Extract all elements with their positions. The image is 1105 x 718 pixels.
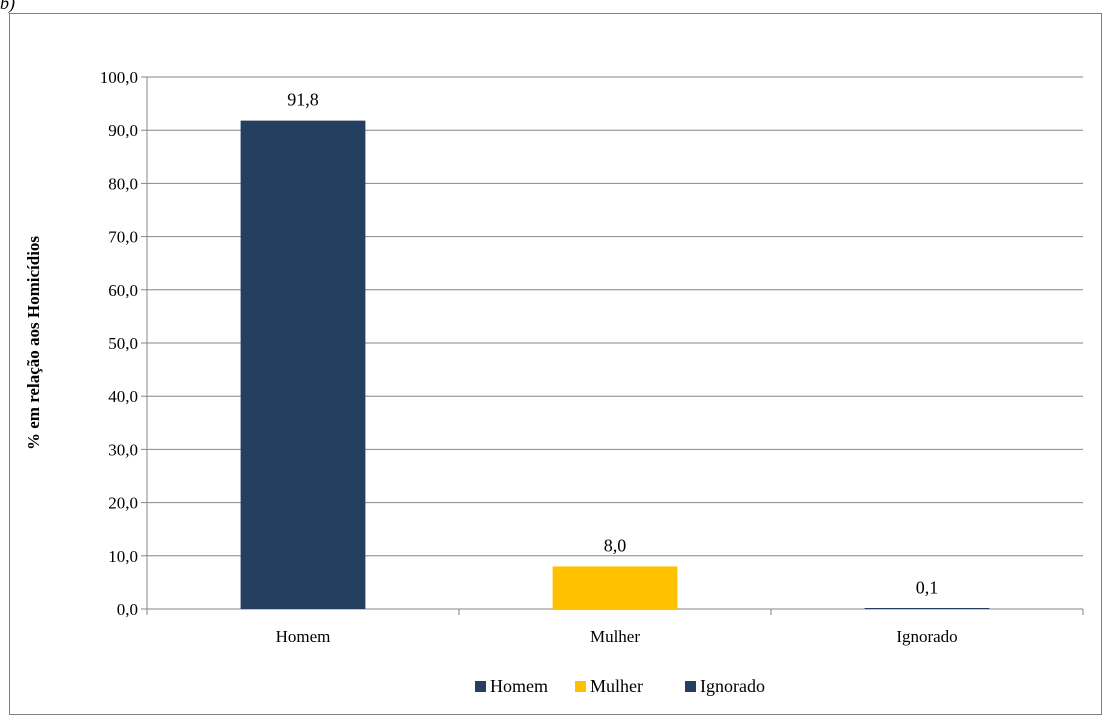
bar-homem — [240, 120, 366, 610]
bar-mulher — [552, 566, 678, 609]
data-label-homem: 91,8 — [287, 90, 319, 110]
figure-corner-label: b) — [0, 0, 15, 13]
y-tick-label: 40,0 — [108, 387, 138, 406]
y-tick-label: 60,0 — [108, 281, 138, 300]
legend-label-ignorado: Ignorado — [700, 676, 765, 696]
y-axis-label: % em relação aos Homicídios — [24, 236, 43, 450]
y-tick-label: 50,0 — [108, 334, 138, 353]
y-tick-labels: 0,0 10,0 20,0 30,0 40,0 50,0 60,0 70,0 80,0 90,0 1… — [100, 68, 138, 619]
bars — [240, 120, 990, 610]
x-tick-label-homem: Homem — [276, 627, 331, 646]
legend-label-homem: Homem — [490, 676, 548, 696]
legend-swatch-ignorado — [685, 681, 696, 692]
y-tick-label: 90,0 — [108, 121, 138, 140]
x-tick-labels: Homem Mulher Ignorado — [276, 627, 958, 646]
y-tick-label: 70,0 — [108, 228, 138, 247]
chart-frame: 0,0 10,0 20,0 30,0 40,0 50,0 60,0 70,0 80,0 90,0 1… — [9, 13, 1102, 715]
legend-swatch-homem — [475, 681, 486, 692]
data-label-mulher: 8,0 — [604, 535, 627, 555]
y-tick-label: 80,0 — [108, 174, 138, 193]
data-labels: 91,8 8,0 0,1 — [287, 90, 938, 598]
y-tick-label: 10,0 — [108, 547, 138, 566]
bar-chart: 0,0 10,0 20,0 30,0 40,0 50,0 60,0 70,0 80,0 90,0 1… — [24, 68, 1084, 696]
x-tick-label-mulher: Mulher — [590, 627, 640, 646]
legend: Homem Mulher Ignorado — [475, 676, 765, 696]
data-label-ignorado: 0,1 — [916, 577, 939, 597]
y-tick-label: 20,0 — [108, 494, 138, 513]
y-tick-label: 30,0 — [108, 440, 138, 459]
y-tick-label: 0,0 — [117, 600, 138, 619]
y-tick-label: 100,0 — [100, 68, 138, 87]
legend-swatch-mulher — [575, 681, 586, 692]
bar-ignorado — [864, 608, 990, 609]
x-tick-label-ignorado: Ignorado — [896, 627, 957, 646]
legend-label-mulher: Mulher — [590, 676, 643, 696]
